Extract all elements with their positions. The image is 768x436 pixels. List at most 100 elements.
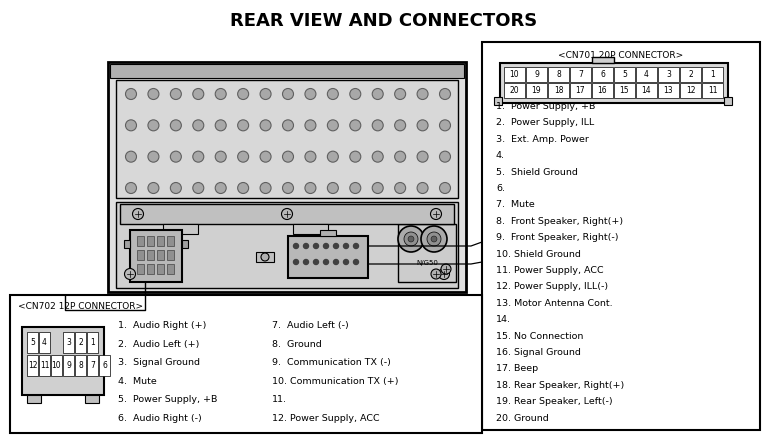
Circle shape <box>431 236 437 242</box>
Circle shape <box>170 120 181 131</box>
Circle shape <box>125 120 137 131</box>
Text: 20. Ground: 20. Ground <box>496 414 549 422</box>
Bar <box>592 83 613 98</box>
Text: 2.  Power Supply, ILL: 2. Power Supply, ILL <box>496 119 594 127</box>
Bar <box>137 236 144 246</box>
Text: 2: 2 <box>78 338 83 347</box>
Bar <box>494 97 502 105</box>
Circle shape <box>333 243 339 249</box>
Text: 19: 19 <box>531 86 541 95</box>
Bar <box>22 327 104 395</box>
Circle shape <box>431 208 442 219</box>
Bar <box>63 332 74 353</box>
Circle shape <box>260 151 271 162</box>
Circle shape <box>408 236 414 242</box>
Text: 1: 1 <box>90 338 95 347</box>
Text: 3.  Signal Ground: 3. Signal Ground <box>118 358 200 367</box>
Bar <box>614 83 635 98</box>
Bar <box>182 240 188 248</box>
Text: 5.  Shield Ground: 5. Shield Ground <box>496 167 578 177</box>
Text: 10. Shield Ground: 10. Shield Ground <box>496 249 581 259</box>
Text: 12. Power Supply, ILL(-): 12. Power Supply, ILL(-) <box>496 283 608 291</box>
Circle shape <box>215 151 227 162</box>
Circle shape <box>148 151 159 162</box>
Circle shape <box>323 243 329 249</box>
Circle shape <box>283 151 293 162</box>
Bar <box>167 264 174 274</box>
Text: 8: 8 <box>78 361 83 370</box>
Text: 5: 5 <box>622 70 627 79</box>
Text: 14.: 14. <box>496 315 511 324</box>
Text: 5.  Power Supply, +B: 5. Power Supply, +B <box>118 395 217 404</box>
Circle shape <box>313 243 319 249</box>
Text: 7: 7 <box>90 361 95 370</box>
Text: 9.  Communication TX (-): 9. Communication TX (-) <box>272 358 391 367</box>
Circle shape <box>260 89 271 99</box>
Text: 10: 10 <box>510 70 519 79</box>
Bar <box>702 83 723 98</box>
Circle shape <box>333 259 339 265</box>
Circle shape <box>439 120 451 131</box>
Text: 16. Signal Ground: 16. Signal Ground <box>496 348 581 357</box>
Bar <box>147 264 154 274</box>
Bar <box>526 67 547 82</box>
Text: 5: 5 <box>30 338 35 347</box>
Circle shape <box>193 183 204 194</box>
Text: 10. Communication TX (+): 10. Communication TX (+) <box>272 377 399 385</box>
Text: 15: 15 <box>620 86 629 95</box>
Bar <box>130 230 182 282</box>
Text: 4.  Mute: 4. Mute <box>118 377 157 385</box>
Circle shape <box>343 243 349 249</box>
Circle shape <box>349 120 361 131</box>
Circle shape <box>148 183 159 194</box>
Text: <CN702 12P CONNECTOR>: <CN702 12P CONNECTOR> <box>18 302 143 311</box>
Circle shape <box>305 120 316 131</box>
Bar <box>75 332 86 353</box>
Circle shape <box>372 120 383 131</box>
Bar <box>482 42 760 430</box>
Text: 9: 9 <box>66 361 71 370</box>
Circle shape <box>193 120 204 131</box>
Bar <box>39 355 50 376</box>
Bar <box>137 250 144 260</box>
Text: 18. Rear Speaker, Right(+): 18. Rear Speaker, Right(+) <box>496 381 624 390</box>
Circle shape <box>237 183 249 194</box>
Bar <box>398 224 456 282</box>
Bar <box>724 97 732 105</box>
Circle shape <box>404 232 418 246</box>
Bar <box>27 332 38 353</box>
Bar <box>63 355 74 376</box>
Circle shape <box>439 89 451 99</box>
Text: 2: 2 <box>688 70 693 79</box>
Circle shape <box>372 151 383 162</box>
Bar <box>636 83 657 98</box>
Circle shape <box>353 243 359 249</box>
Text: 17: 17 <box>576 86 585 95</box>
Circle shape <box>125 151 137 162</box>
Text: N/G50: N/G50 <box>416 260 438 266</box>
Circle shape <box>215 183 227 194</box>
Bar <box>99 355 110 376</box>
Text: <CN701 20P CONNECTOR>: <CN701 20P CONNECTOR> <box>558 51 684 60</box>
Circle shape <box>395 183 406 194</box>
Bar <box>167 250 174 260</box>
Bar <box>116 80 458 198</box>
Circle shape <box>431 269 441 279</box>
Bar <box>548 83 569 98</box>
Text: 20: 20 <box>510 86 519 95</box>
Bar <box>85 395 99 403</box>
Text: 15. No Connection: 15. No Connection <box>496 332 584 341</box>
Bar <box>10 295 482 433</box>
Text: REAR VIEW AND CONNECTORS: REAR VIEW AND CONNECTORS <box>230 12 538 30</box>
Text: 18: 18 <box>554 86 563 95</box>
Bar <box>592 57 614 63</box>
Circle shape <box>261 253 269 261</box>
Bar <box>592 67 613 82</box>
Bar <box>27 355 38 376</box>
Text: 12: 12 <box>28 361 38 370</box>
Bar <box>504 67 525 82</box>
Text: 3: 3 <box>666 70 671 79</box>
Circle shape <box>303 259 309 265</box>
Bar <box>157 250 164 260</box>
Circle shape <box>313 259 319 265</box>
